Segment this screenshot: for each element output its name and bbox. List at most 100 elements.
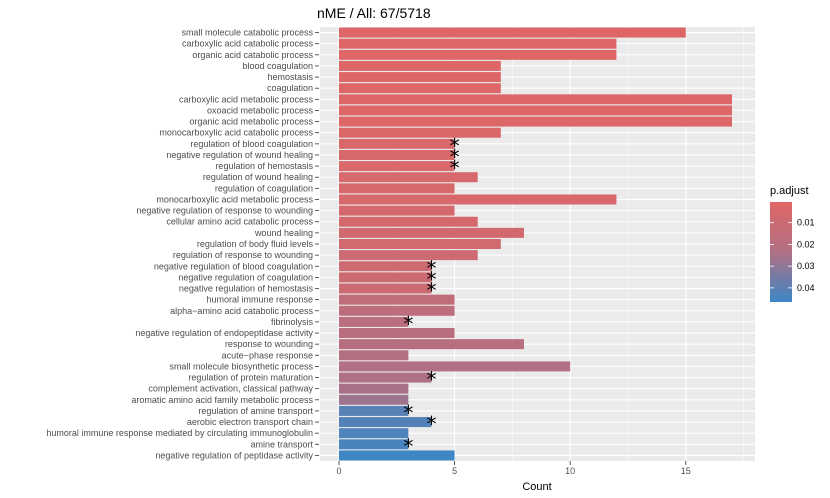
legend-ticks: 0.01 0.02 0.03 0.04 xyxy=(770,218,815,293)
star-markers: ********* ** xyxy=(403,134,459,458)
significance-star: * xyxy=(426,267,436,291)
significance-star: * xyxy=(426,256,436,280)
x-tick-label: 5 xyxy=(452,466,457,476)
bar xyxy=(339,161,455,172)
category-label: regulation of body fluid levels xyxy=(197,239,314,249)
bar xyxy=(339,450,455,461)
legend-colorbar xyxy=(770,202,792,302)
bar xyxy=(339,439,409,450)
significance-star: * xyxy=(403,434,413,458)
category-label: regulation of response to wounding xyxy=(173,250,313,260)
category-label: small molecule catabolic process xyxy=(181,28,313,38)
bar xyxy=(339,183,455,194)
category-label: coagulation xyxy=(267,83,313,93)
category-label: wound healing xyxy=(254,228,313,238)
significance-star: * xyxy=(426,412,436,436)
category-label: regulation of protein maturation xyxy=(188,373,313,383)
bar xyxy=(339,94,732,105)
bar xyxy=(339,38,617,49)
category-labels: small molecule catabolic processcarboxyl… xyxy=(46,28,319,460)
bar xyxy=(339,127,501,138)
category-label: negative regulation of hemostasis xyxy=(179,284,314,294)
bar xyxy=(339,350,409,361)
significance-star: * xyxy=(426,368,436,392)
x-axis-title: Count xyxy=(522,481,551,493)
bar xyxy=(339,372,432,383)
category-label: regulation of coagulation xyxy=(215,183,313,193)
bar xyxy=(339,138,455,149)
category-label: monocarboxylic acid catabolic process xyxy=(159,128,313,138)
bar xyxy=(339,339,524,350)
category-label: negative regulation of peptidase activit… xyxy=(155,450,313,460)
bar xyxy=(339,105,732,116)
x-tick-label: 15 xyxy=(681,466,691,476)
category-label: negative regulation of endopeptidase act… xyxy=(135,328,313,338)
chart-title: nME / All: 67/5718 xyxy=(317,5,431,21)
category-label: fibrinolysis xyxy=(271,317,314,327)
category-label: response to wounding xyxy=(225,339,313,349)
category-label: organic acid metabolic process xyxy=(189,117,313,127)
x-tick-label: 10 xyxy=(565,466,575,476)
bar-group xyxy=(339,27,732,461)
significance-star: * xyxy=(403,401,413,425)
category-label: negative regulation of coagulation xyxy=(178,272,313,282)
category-label: aerobic electron transport chain xyxy=(187,417,313,427)
bar xyxy=(339,305,455,316)
significance-star: * xyxy=(450,134,460,158)
bar xyxy=(339,49,617,60)
bar xyxy=(339,83,501,94)
bar xyxy=(339,428,409,439)
category-label: regulation of blood coagulation xyxy=(190,139,313,149)
bar xyxy=(339,383,409,394)
category-label: regulation of amine transport xyxy=(198,406,313,416)
bar xyxy=(339,250,478,261)
category-label: regulation of wound healing xyxy=(203,172,313,182)
bar xyxy=(339,405,409,416)
category-label: carboxylic acid catabolic process xyxy=(182,39,314,49)
category-label: carboxylic acid metabolic process xyxy=(179,94,314,104)
bar xyxy=(339,283,432,294)
bar xyxy=(339,27,686,38)
bar xyxy=(339,216,478,227)
category-label: negative regulation of wound healing xyxy=(166,150,313,160)
significance-star: * xyxy=(426,279,436,303)
significance-star: * xyxy=(403,312,413,336)
significance-star: * xyxy=(450,156,460,180)
category-label: aromatic amino acid family metabolic pro… xyxy=(131,395,313,405)
bar xyxy=(339,361,571,372)
bar xyxy=(339,149,455,160)
bar xyxy=(339,60,501,71)
bar xyxy=(339,116,732,127)
bar xyxy=(339,172,478,183)
bar xyxy=(339,205,455,216)
bar xyxy=(339,294,455,305)
category-label: humoral immune response xyxy=(206,295,313,305)
category-label: acute−phase response xyxy=(222,350,313,360)
category-label: negative regulation of blood coagulation xyxy=(154,261,313,271)
category-label: humoral immune response mediated by circ… xyxy=(46,428,313,438)
category-label: organic acid catabolic process xyxy=(192,50,313,60)
bar xyxy=(339,72,501,83)
category-label: regulation of hemostasis xyxy=(215,161,313,171)
bar xyxy=(339,261,432,272)
significance-star: * xyxy=(450,145,460,169)
legend-title: p.adjust xyxy=(770,185,809,197)
category-label: negative regulation of response to wound… xyxy=(136,206,313,216)
x-axis-ticks: 0 5 10 15 xyxy=(336,461,691,476)
bar xyxy=(339,194,617,205)
bar xyxy=(339,417,432,428)
category-label: hemostasis xyxy=(267,72,313,82)
legend-tick-label: 0.02 xyxy=(797,239,815,249)
bar xyxy=(339,394,409,405)
legend-tick-label: 0.01 xyxy=(797,218,815,228)
category-label: monocarboxylic acid metabolic process xyxy=(156,194,313,204)
bar xyxy=(339,316,409,327)
legend-tick-label: 0.04 xyxy=(797,283,815,293)
legend-tick-label: 0.03 xyxy=(797,261,815,271)
bar xyxy=(339,238,501,250)
category-label: amine transport xyxy=(250,439,313,449)
x-tick-label: 0 xyxy=(336,466,341,476)
category-label: blood coagulation xyxy=(242,61,313,71)
category-label: complement activation, classical pathway xyxy=(148,384,313,394)
